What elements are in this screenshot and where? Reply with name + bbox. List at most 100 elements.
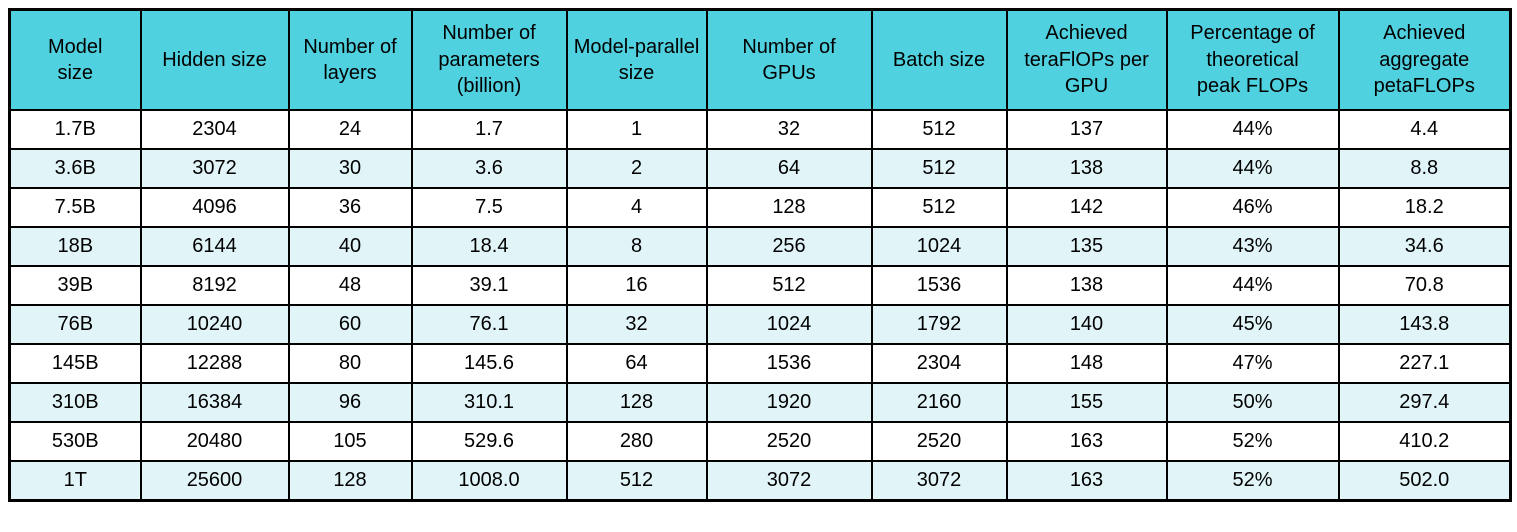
table-cell: 1T bbox=[8, 460, 142, 502]
table-cell: 1 bbox=[565, 109, 708, 150]
table-cell: 50% bbox=[1165, 382, 1340, 423]
table-row: 18B 6144 40 18.4 8 256 1024 135 43% 34.6 bbox=[8, 226, 1512, 267]
table-cell: 34.6 bbox=[1337, 226, 1512, 267]
column-header: Model-parallel size bbox=[565, 8, 708, 111]
table-cell: 43% bbox=[1165, 226, 1340, 267]
table-cell: 7.5B bbox=[8, 187, 142, 228]
table-cell: 145B bbox=[8, 343, 142, 384]
table-cell: 16 bbox=[565, 265, 708, 306]
table-cell: 76.1 bbox=[410, 304, 568, 345]
table-row: 310B 16384 96 310.1 128 1920 2160 155 50% 297.4 bbox=[8, 382, 1512, 423]
table-cell: 512 bbox=[870, 148, 1008, 189]
table-cell: 3072 bbox=[870, 460, 1008, 502]
table-row: 1.7B 2304 24 1.7 1 32 512 137 44% 4.4 bbox=[8, 109, 1512, 150]
table-cell: 502.0 bbox=[1337, 460, 1512, 502]
table-cell: 48 bbox=[287, 265, 413, 306]
table-cell: 32 bbox=[705, 109, 873, 150]
table-cell: 76B bbox=[8, 304, 142, 345]
table-cell: 64 bbox=[565, 343, 708, 384]
table-cell: 512 bbox=[565, 460, 708, 502]
table-cell: 10240 bbox=[139, 304, 290, 345]
table-cell: 128 bbox=[565, 382, 708, 423]
table-cell: 12288 bbox=[139, 343, 290, 384]
table-cell: 143.8 bbox=[1337, 304, 1512, 345]
table-cell: 105 bbox=[287, 421, 413, 462]
table-cell: 96 bbox=[287, 382, 413, 423]
table-cell: 1792 bbox=[870, 304, 1008, 345]
header-row: Model size Hidden size Number of layers Num… bbox=[8, 8, 1512, 111]
table-cell: 45% bbox=[1165, 304, 1340, 345]
table-cell: 39.1 bbox=[410, 265, 568, 306]
table-row: 1T 25600 128 1008.0 512 3072 3072 163 52% 502.0 bbox=[8, 460, 1512, 502]
table-cell: 6144 bbox=[139, 226, 290, 267]
table-cell: 3072 bbox=[705, 460, 873, 502]
column-header: Model size bbox=[8, 8, 142, 111]
table-cell: 1536 bbox=[870, 265, 1008, 306]
column-header: Batch size bbox=[870, 8, 1008, 111]
table-cell: 39B bbox=[8, 265, 142, 306]
table-cell: 46% bbox=[1165, 187, 1340, 228]
table-cell: 1920 bbox=[705, 382, 873, 423]
table-row: 3.6B 3072 30 3.6 2 64 512 138 44% 8.8 bbox=[8, 148, 1512, 189]
table-cell: 4096 bbox=[139, 187, 290, 228]
table-cell: 1.7 bbox=[410, 109, 568, 150]
model-scaling-table: Model size Hidden size Number of layers Num… bbox=[8, 8, 1512, 502]
table-cell: 137 bbox=[1005, 109, 1168, 150]
table-cell: 70.8 bbox=[1337, 265, 1512, 306]
table-cell: 280 bbox=[565, 421, 708, 462]
table-cell: 227.1 bbox=[1337, 343, 1512, 384]
table-cell: 36 bbox=[287, 187, 413, 228]
table-cell: 20480 bbox=[139, 421, 290, 462]
table-cell: 64 bbox=[705, 148, 873, 189]
table-cell: 44% bbox=[1165, 265, 1340, 306]
table-cell: 24 bbox=[287, 109, 413, 150]
table-row: 76B 10240 60 76.1 32 1024 1792 140 45% 143.8 bbox=[8, 304, 1512, 345]
table-cell: 1008.0 bbox=[410, 460, 568, 502]
table-cell: 60 bbox=[287, 304, 413, 345]
table-cell: 8 bbox=[565, 226, 708, 267]
table-cell: 18B bbox=[8, 226, 142, 267]
column-header: Number of parameters (billion) bbox=[410, 8, 568, 111]
table-cell: 310B bbox=[8, 382, 142, 423]
table-cell: 529.6 bbox=[410, 421, 568, 462]
table-cell: 2520 bbox=[705, 421, 873, 462]
table-cell: 142 bbox=[1005, 187, 1168, 228]
table-cell: 18.4 bbox=[410, 226, 568, 267]
table-row: 530B 20480 105 529.6 280 2520 2520 163 52% 410.2 bbox=[8, 421, 1512, 462]
table-row: 7.5B 4096 36 7.5 4 128 512 142 46% 18.2 bbox=[8, 187, 1512, 228]
table-cell: 148 bbox=[1005, 343, 1168, 384]
column-header: Percentage of theoretical peak FLOPs bbox=[1165, 8, 1340, 111]
table-cell: 155 bbox=[1005, 382, 1168, 423]
table-row: 39B 8192 48 39.1 16 512 1536 138 44% 70.8 bbox=[8, 265, 1512, 306]
table-cell: 30 bbox=[287, 148, 413, 189]
table-cell: 1536 bbox=[705, 343, 873, 384]
table-cell: 297.4 bbox=[1337, 382, 1512, 423]
table-cell: 2520 bbox=[870, 421, 1008, 462]
table-cell: 2 bbox=[565, 148, 708, 189]
table-cell: 138 bbox=[1005, 148, 1168, 189]
table-cell: 4.4 bbox=[1337, 109, 1512, 150]
table-cell: 3.6 bbox=[410, 148, 568, 189]
table-cell: 512 bbox=[705, 265, 873, 306]
table-cell: 310.1 bbox=[410, 382, 568, 423]
table-cell: 512 bbox=[870, 109, 1008, 150]
table-row: 145B 12288 80 145.6 64 1536 2304 148 47% 227.1 bbox=[8, 343, 1512, 384]
table-cell: 52% bbox=[1165, 421, 1340, 462]
table-cell: 163 bbox=[1005, 460, 1168, 502]
table-cell: 410.2 bbox=[1337, 421, 1512, 462]
table-cell: 44% bbox=[1165, 109, 1340, 150]
table-cell: 3072 bbox=[139, 148, 290, 189]
table-cell: 44% bbox=[1165, 148, 1340, 189]
column-header: Achieved teraFlOPs per GPU bbox=[1005, 8, 1168, 111]
table-cell: 40 bbox=[287, 226, 413, 267]
table-cell: 16384 bbox=[139, 382, 290, 423]
table-cell: 135 bbox=[1005, 226, 1168, 267]
table-cell: 138 bbox=[1005, 265, 1168, 306]
table-cell: 1.7B bbox=[8, 109, 142, 150]
table-cell: 140 bbox=[1005, 304, 1168, 345]
table-cell: 512 bbox=[870, 187, 1008, 228]
table-cell: 128 bbox=[705, 187, 873, 228]
table-cell: 32 bbox=[565, 304, 708, 345]
table-cell: 8.8 bbox=[1337, 148, 1512, 189]
table-cell: 2304 bbox=[139, 109, 290, 150]
